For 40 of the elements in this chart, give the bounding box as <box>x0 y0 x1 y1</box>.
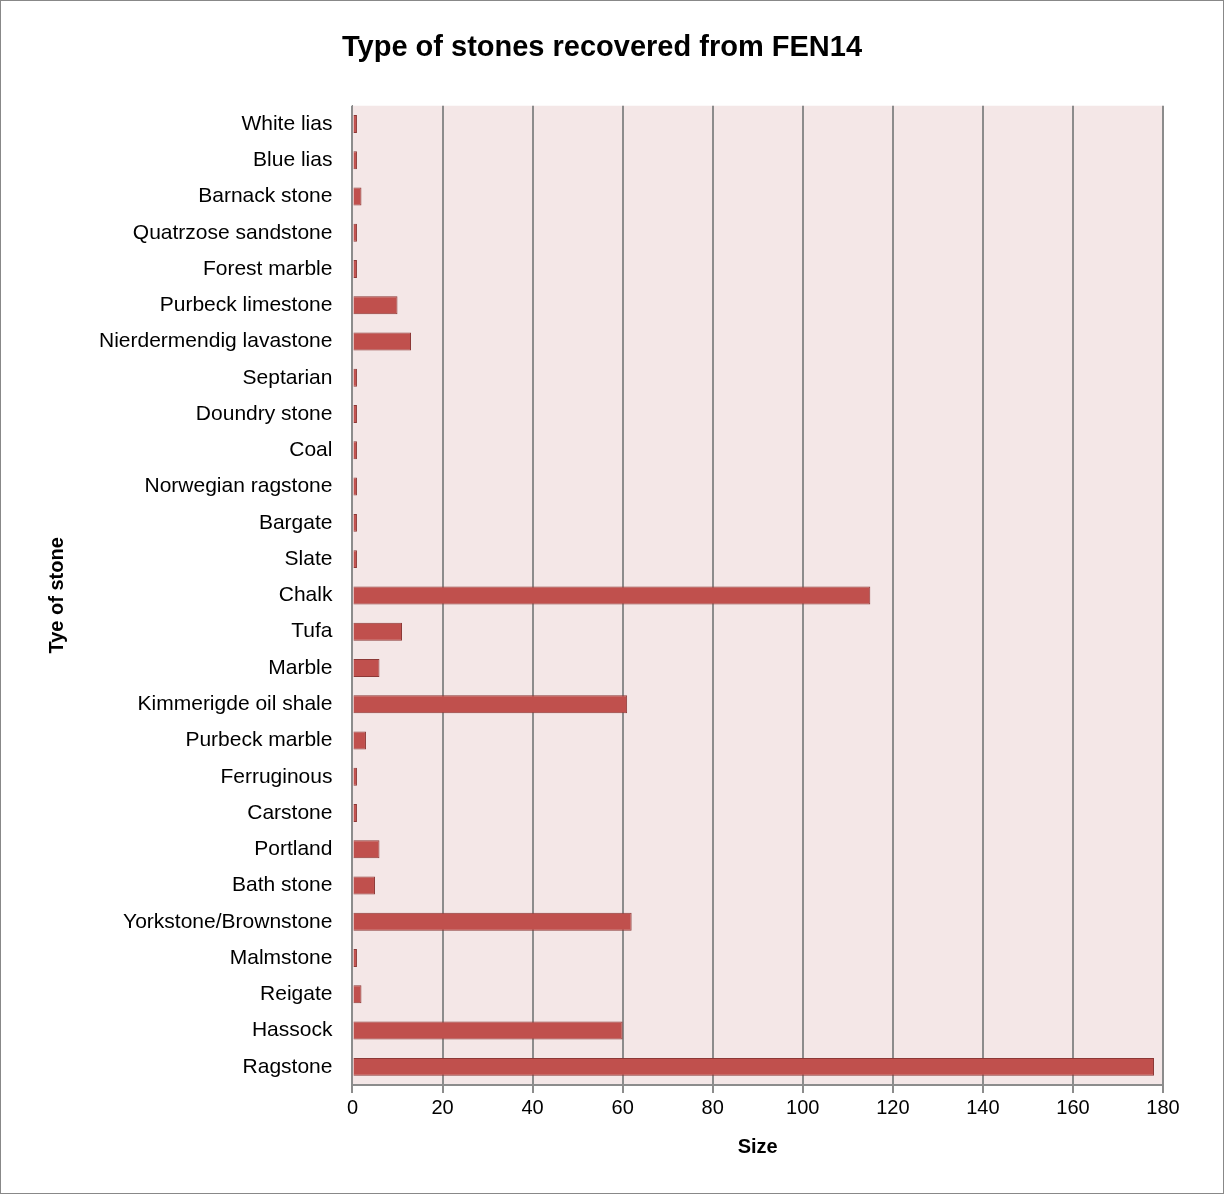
y-axis-title: Tye of stone <box>44 537 67 654</box>
y-tick-label: Ferruginous <box>220 763 333 787</box>
y-tick-label: White lias <box>241 110 333 134</box>
y-tick-label: Nierdermendig lavastone <box>98 328 333 352</box>
y-tick-label: Norwegian ragstone <box>144 473 333 497</box>
y-tick-label: Doundry stone <box>195 400 333 424</box>
x-tick-label: 20 <box>431 1095 454 1118</box>
y-tick-label: Bath stone <box>232 872 333 896</box>
y-tick-label: Slate <box>284 545 333 569</box>
x-tick-label: 120 <box>876 1095 910 1118</box>
y-tick-label: Barnack stone <box>198 183 333 207</box>
x-tick-label: 0 <box>346 1095 359 1118</box>
y-tick-label: Kimmerigde oil shale <box>137 691 333 714</box>
y-tick-label: Ragstone <box>242 1053 333 1077</box>
x-tick-label: 100 <box>786 1095 820 1118</box>
y-tick-label: Coal <box>289 437 333 461</box>
y-tick-label: Hassock <box>251 1017 333 1041</box>
chart-title: Type of stones recovered from FEN14 <box>341 30 863 63</box>
y-tick-label: Purbeck marble <box>185 727 333 751</box>
x-tick-label: 140 <box>966 1095 1000 1118</box>
y-tick-label: Malmstone <box>229 944 333 968</box>
y-tick-label: Portland <box>254 836 333 860</box>
y-tick-label: Marble <box>268 654 333 678</box>
x-tick-label: 40 <box>521 1095 544 1118</box>
x-tick-label: 160 <box>1056 1095 1090 1118</box>
y-tick-label: Carstone <box>247 799 333 823</box>
x-tick-label: 80 <box>701 1095 724 1118</box>
y-tick-label: Quatrzose sandstone <box>132 219 333 243</box>
y-tick-label: Septarian <box>242 364 333 388</box>
x-tick-label: 60 <box>611 1095 634 1118</box>
y-tick-label: Bargate <box>258 509 333 533</box>
x-axis-title: Size <box>737 1134 778 1157</box>
y-tick-label: Tufa <box>291 618 333 642</box>
y-tick-label: Yorkstone/Brownstone <box>123 908 333 932</box>
y-tick-label: Purbeck limestone <box>159 292 333 316</box>
y-tick-label: Reigate <box>260 981 333 1005</box>
y-tick-label: Blue lias <box>253 147 333 170</box>
x-tick-label: 180 <box>1146 1095 1180 1118</box>
y-tick-label: Chalk <box>278 582 333 606</box>
y-tick-label: Forest marble <box>202 255 333 279</box>
